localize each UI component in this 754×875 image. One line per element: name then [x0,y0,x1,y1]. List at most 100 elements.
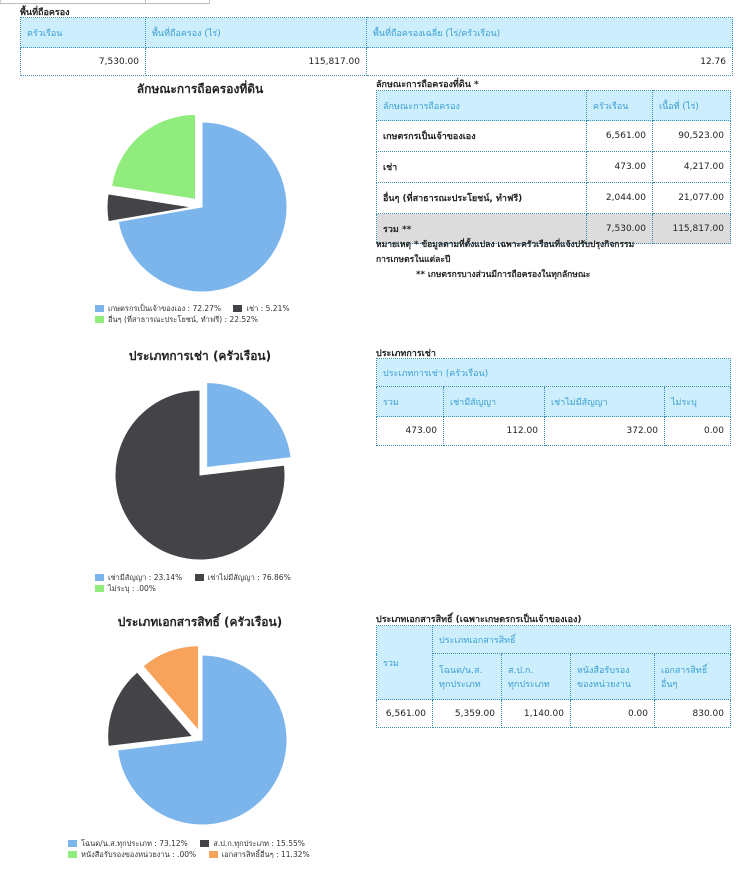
deeds-alro-value: 1,140.00 [501,699,571,728]
legend-item[interactable]: เช่ามีสัญญา : 23.14% [95,572,182,583]
table-row: 473.00 112.00 372.00 0.00 [376,416,731,446]
pie-slice-2[interactable] [106,193,193,223]
table-row: อื่นๆ (ที่สาธารณะประโยชน์, ทำฟรี) 2,044.… [376,182,731,214]
note-line-3: ** เกษตรกรบางส่วนมีการถือครองในทุกลักษณะ [416,270,591,280]
rental-title: ประเภทการเช่า [376,349,436,359]
legend-label: ส.ป.ก.ทุกประเภท [213,839,269,848]
land-tenure-header-households: ครัวเรือน [586,90,653,121]
deeds-header-total: รวม [376,625,433,700]
rental-total-value: 473.00 [376,416,444,446]
chart2-title: ประเภทการเช่า (ครัวเรือน) [128,349,272,363]
deeds-header-certificate: หนังสือรับรองของหน่วยงาน [570,653,655,700]
legend-item[interactable]: เกษตรกรเป็นเจ้าของเอง : 72.27% [95,303,221,314]
legend-value: 15.55% [276,839,305,848]
holding-header-households: ครัวเรือน [20,17,146,48]
header-line: ทุกประเภท [508,679,550,690]
row-label: เกษตรกรเป็นเจ้าของเอง [376,120,587,152]
land-tenure-title: ลักษณะการถือครองที่ดิน * [376,80,479,90]
deeds-group-header: ประเภทเอกสารสิทธิ์ [432,625,731,654]
holding-average-value: 12.76 [366,47,733,76]
rental-header-without-contract: เช่าไม่มีสัญญา [544,386,665,417]
table-row: เช่า 473.00 4,217.00 [376,151,731,183]
legend-value: 73.12% [159,839,188,848]
chart3-legend: โฉนด/น.ส.ทุกประเภท : 73.12% ส.ป.ก.ทุกประ… [68,838,320,860]
legend-item[interactable]: อื่นๆ (ที่สาธารณะประโยชน์, ทำฟรี) : 22.5… [95,314,258,325]
rental-unspecified-value: 0.00 [664,416,731,446]
legend-item[interactable]: เช่าไม่มีสัญญา : 76.86% [194,572,291,583]
rental-header-with-contract: เช่ามีสัญญา [443,386,545,417]
total-label: รวม ** [376,213,587,244]
pie-slice-3[interactable] [110,113,197,200]
chart2-legend: เช่ามีสัญญา : 23.14% เช่าไม่มีสัญญา : 76… [95,572,301,594]
legend-item[interactable]: ไม่ระบุ : .00% [95,583,156,594]
header-line: ทุกประเภท [439,679,481,690]
legend-item[interactable]: หนังสือรับรองของหน่วยงาน : .00% [68,849,196,860]
deeds-pie-chart [107,645,288,826]
row-households: 2,044.00 [586,182,653,214]
chart1-legend: เกษตรกรเป็นเจ้าของเอง : 72.27% เช่า : 5.… [95,303,299,325]
legend-value: .00% [177,850,197,859]
holding-header-area: พื้นที่ถือครอง (ไร่) [145,17,367,48]
rental-header-unspecified: ไม่ระบุ [664,386,731,417]
legend-value: 22.52% [229,315,259,324]
total-households: 7,530.00 [586,213,653,244]
row-label: อื่นๆ (ที่สาธารณะประโยชน์, ทำฟรี) [376,182,587,214]
row-area: 90,523.00 [652,120,731,152]
rental-header-total: รวม [376,386,444,417]
legend-label: เอกสารสิทธิ์อื่นๆ [221,850,274,859]
legend-label: ไม่ระบุ [108,584,130,593]
legend-item[interactable]: เอกสารสิทธิ์อื่นๆ : 11.32% [208,849,310,860]
deeds-total-value: 6,561.00 [376,699,433,728]
row-households: 473.00 [586,151,653,183]
table-total-row: รวม ** 7,530.00 115,817.00 [376,213,731,244]
table-row: เกษตรกรเป็นเจ้าของเอง 6,561.00 90,523.00 [376,120,731,152]
pie-slice-2[interactable] [107,671,194,747]
pie-slice-4[interactable] [142,645,200,732]
holding-area-value: 115,817.00 [145,47,367,76]
header-line: หนังสือรับรอง [577,665,630,676]
row-households: 6,561.00 [586,120,653,152]
legend-label: หนังสือรับรองของหน่วยงาน [81,850,170,859]
holding-header-average: พื้นที่ถือครองเฉลี่ย (ไร่/ครัวเรือน) [366,17,733,48]
chart1-title: ลักษณะการถือครองที่ดิน [136,82,264,96]
legend-label: เช่า [246,304,259,313]
legend-value: 72.27% [192,304,222,313]
rental-pie-chart [114,382,292,561]
legend-label: อื่นๆ (ที่สาธารณะประโยชน์, ทำฟรี) [108,315,223,324]
deeds-header-title-deed: โฉนด/น.ส. ทุกประเภท [432,653,502,700]
top-partial-control [0,0,210,4]
row-label: เช่า [376,151,587,183]
rental-with-contract-value: 112.00 [443,416,545,446]
deeds-table: รวม ประเภทเอกสารสิทธิ์ โฉนด/น.ส. ทุกประเภ… [376,625,731,728]
land-tenure-table: ลักษณะการถือครอง ครัวเรือน เนื้อที่ (ไร่… [376,90,731,244]
header-line: โฉนด/น.ส. [439,665,483,676]
rental-table: ประเภทการเช่า (ครัวเรือน) รวม เช่ามีสัญญ… [376,358,731,446]
rental-without-contract-value: 372.00 [544,416,665,446]
pie-slice-1[interactable] [117,654,288,826]
legend-value: 11.32% [281,850,310,859]
row-area: 21,077.00 [652,182,731,214]
deeds-header-alro: ส.ป.ก. ทุกประเภท [501,653,571,700]
land-tenure-note: หมายเหตุ * ข้อมูลตามที่ตั้งแปลง เฉพาะครั… [376,238,634,283]
note-line-1: หมายเหตุ * ข้อมูลตามที่ตั้งแปลง เฉพาะครั… [376,240,635,250]
legend-value: 76.86% [262,573,291,582]
land-tenure-header-area: เนื้อที่ (ไร่) [652,90,731,121]
legend-value: .00% [136,584,156,593]
rental-group-header: ประเภทการเช่า (ครัวเรือน) [376,358,731,387]
legend-value: 5.21% [265,304,290,313]
holding-title: พื้นที่ถือครอง [20,8,70,18]
pie-slice-1[interactable] [206,382,292,469]
header-line: อื่นๆ [661,679,678,690]
legend-item[interactable]: ส.ป.ก.ทุกประเภท : 15.55% [200,838,305,849]
pie-slice-1[interactable] [117,121,288,293]
pie-slice-2[interactable] [114,389,286,561]
land-tenure-header-type: ลักษณะการถือครอง [376,90,587,121]
legend-item[interactable]: โฉนด/น.ส.ทุกประเภท : 73.12% [68,838,188,849]
deeds-certificate-value: 0.00 [570,699,655,728]
chart3-title: ประเภทเอกสารสิทธิ์ (ครัวเรือน) [117,615,283,629]
header-line: ของหน่วยงาน [577,679,631,690]
table-row: 6,561.00 5,359.00 1,140.00 0.00 830.00 [376,699,731,728]
deeds-title-deed-value: 5,359.00 [432,699,502,728]
legend-item[interactable]: เช่า : 5.21% [233,303,289,314]
legend-label: เกษตรกรเป็นเจ้าของเอง [108,304,186,313]
